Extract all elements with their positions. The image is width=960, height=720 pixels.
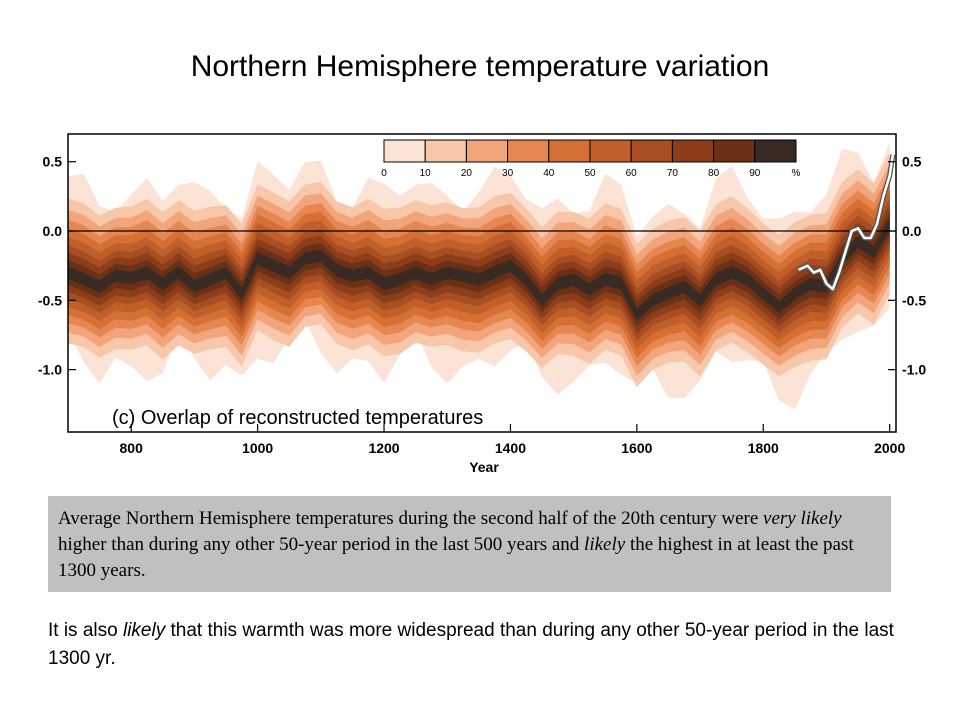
note-text: It is also likely that this warmth was m… — [48, 617, 898, 673]
colorbar-swatch — [383, 139, 426, 163]
x-tick-label: 1400 — [495, 440, 526, 456]
slide-title: Northern Hemisphere temperature variatio… — [190, 50, 770, 83]
colorbar-swatch — [548, 139, 591, 163]
colorbar-swatch — [465, 139, 509, 163]
quote-emphasis-very-likely: very likely — [763, 508, 842, 529]
colorbar-label: 50 — [584, 168, 596, 179]
colorbar-swatch — [713, 139, 756, 163]
colorbar-label: 0 — [381, 168, 387, 179]
x-tick-label: 2000 — [874, 440, 905, 456]
x-tick-label: 1600 — [621, 440, 652, 456]
colorbar-swatch — [424, 139, 467, 163]
plot-frame — [67, 133, 897, 433]
colorbar-legend: 0 10 20 30 40 50 60 70 80 90% — [381, 139, 801, 179]
note-emphasis-likely: likely — [122, 620, 166, 641]
colorbar-swatch — [630, 139, 673, 163]
quote-text-3: the highest in at least the past 1300 ye… — [58, 534, 854, 581]
y-tick-label-right: -1.0 — [902, 362, 926, 378]
colorbar-label: 60 — [626, 168, 638, 179]
y-tick-label-right: 0.0 — [902, 223, 922, 239]
x-tick-label: 800 — [120, 440, 144, 456]
y-tick-label-left: 0.0 — [43, 223, 63, 239]
note-text-2: that this warmth was more widespread tha… — [48, 620, 894, 669]
y-tick-label-left: -1.0 — [38, 362, 62, 378]
panel-label: (c) Overlap of reconstructed temperature… — [112, 407, 483, 429]
quote-text-1: Average Northern Hemisphere temperatures… — [58, 508, 764, 529]
colorbar-label: 40 — [543, 168, 555, 179]
colorbar-label: 10 — [420, 168, 432, 179]
x-tick-label: 1200 — [368, 440, 399, 456]
y-tick-label-left: 0.5 — [43, 154, 63, 170]
band-90-percent — [68, 217, 890, 321]
y-tick-label-right: 0.5 — [902, 154, 922, 170]
x-tick-label: 1000 — [242, 440, 273, 456]
colorbar-label: 80 — [708, 168, 720, 179]
y-tick-label-left: -0.5 — [38, 292, 62, 308]
instrumental-record — [797, 154, 896, 292]
colorbar-swatch — [671, 139, 715, 163]
y-tick-label-right: -0.5 — [902, 292, 926, 308]
quote-text-2: higher than during any other 50-year per… — [58, 534, 585, 555]
instrumental-line — [798, 154, 895, 291]
colorbar-label: 20 — [461, 168, 473, 179]
x-tick-label: 1800 — [748, 440, 779, 456]
band-80-percent — [68, 211, 890, 327]
uncertainty-bands — [68, 142, 890, 410]
quote-box: Average Northern Hemisphere temperatures… — [48, 496, 891, 592]
colorbar-label: 90 — [749, 168, 761, 179]
chart-frame — [67, 133, 897, 433]
colorbar-swatch — [507, 139, 550, 163]
colorbar-swatch — [754, 139, 797, 163]
colorbar-label: 70 — [667, 168, 679, 179]
x-axis-label: Year — [469, 459, 499, 475]
colorbar-label: 30 — [502, 168, 514, 179]
note-text-1: It is also — [48, 620, 123, 641]
colorbar-swatch — [589, 139, 632, 163]
colorbar-label: % — [792, 168, 801, 179]
quote-emphasis-likely: likely — [584, 534, 626, 555]
